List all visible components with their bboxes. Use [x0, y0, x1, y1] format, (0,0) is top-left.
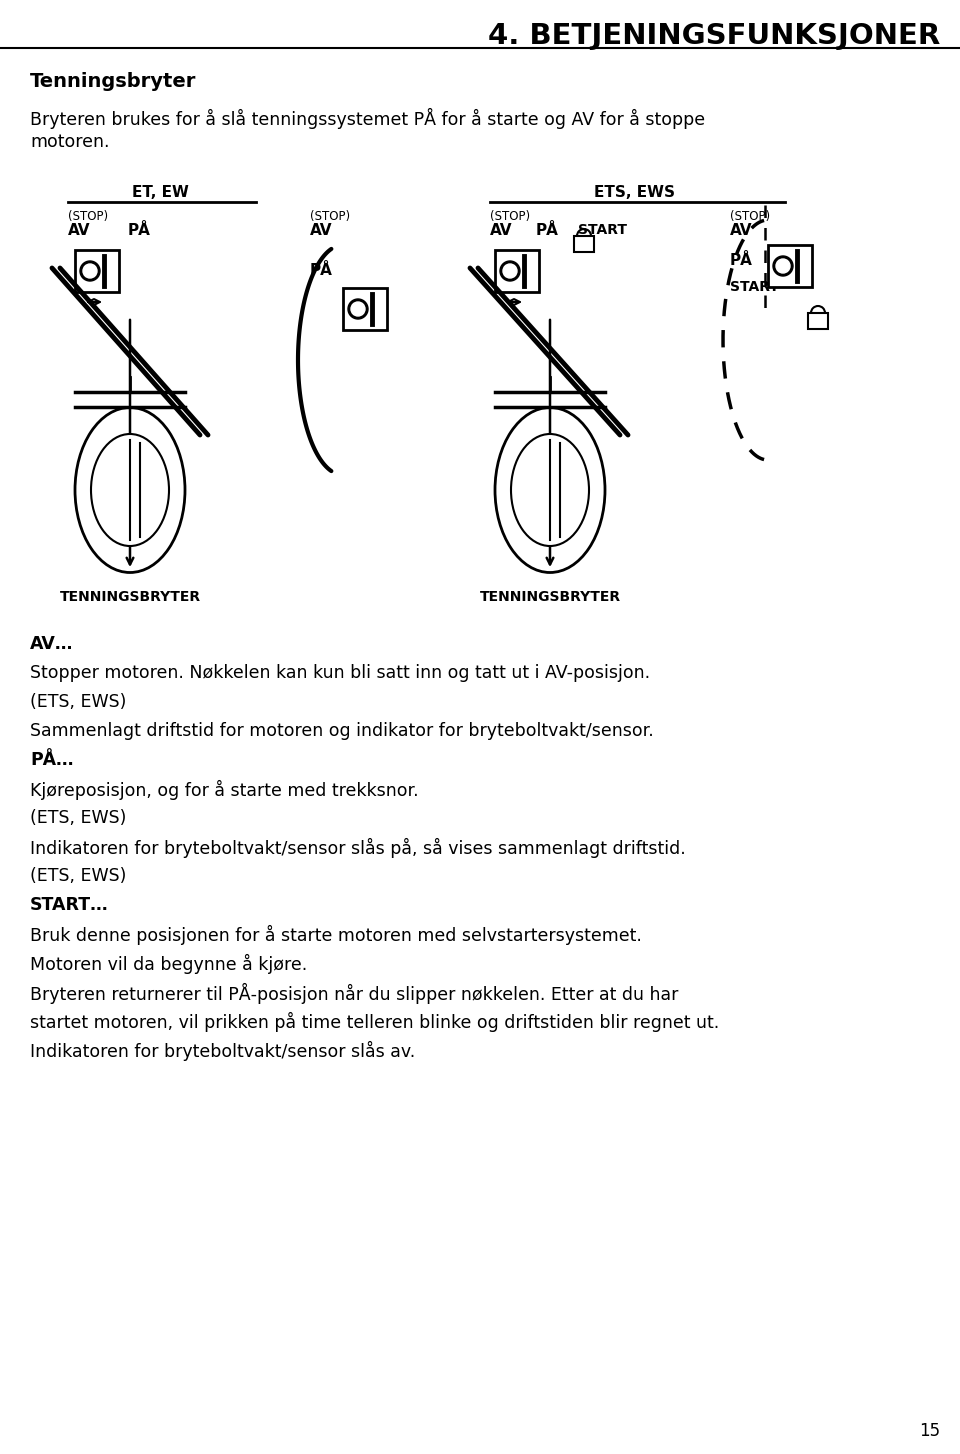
Text: PÅ: PÅ: [536, 222, 559, 238]
Text: motoren.: motoren.: [30, 132, 109, 151]
Text: Bryteren brukes for å slå tenningssystemet PÅ for å starte og AV for å stoppe: Bryteren brukes for å slå tenningssystem…: [30, 108, 706, 129]
Text: PÅ: PÅ: [730, 253, 753, 268]
Text: Tenningsbryter: Tenningsbryter: [30, 73, 197, 92]
Text: Stopper motoren. Nøkkelen kan kun bli satt inn og tatt ut i AV-posisjon.: Stopper motoren. Nøkkelen kan kun bli sa…: [30, 664, 650, 682]
Text: (STOP): (STOP): [310, 209, 350, 222]
Text: Motoren vil da begynne å kjøre.: Motoren vil da begynne å kjøre.: [30, 954, 307, 974]
Circle shape: [348, 300, 368, 318]
Bar: [495, 250, 539, 292]
Circle shape: [351, 302, 365, 316]
Circle shape: [776, 259, 790, 273]
Text: START: START: [730, 281, 779, 294]
Text: PÅ: PÅ: [128, 222, 151, 238]
Text: startet motoren, vil prikken på time telleren blinke og driftstiden blir regnet : startet motoren, vil prikken på time tel…: [30, 1012, 719, 1032]
Text: (STOP): (STOP): [730, 209, 770, 222]
Ellipse shape: [495, 407, 605, 573]
Text: 4. BETJENINGSFUNKSJONER: 4. BETJENINGSFUNKSJONER: [488, 22, 940, 49]
Text: AV: AV: [490, 222, 513, 238]
Text: ETS, EWS: ETS, EWS: [594, 185, 676, 201]
Text: (STOP): (STOP): [68, 209, 108, 222]
Text: AV…: AV…: [30, 635, 73, 653]
Ellipse shape: [91, 433, 169, 547]
Text: Bruk denne posisjonen for å starte motoren med selvstartersystemet.: Bruk denne posisjonen for å starte motor…: [30, 925, 642, 945]
Text: (ETS, EWS): (ETS, EWS): [30, 808, 127, 827]
Ellipse shape: [511, 433, 589, 547]
Text: Bryteren returnerer til PÅ-posisjon når du slipper nøkkelen. Etter at du har: Bryteren returnerer til PÅ-posisjon når …: [30, 983, 679, 1005]
Text: PÅ: PÅ: [310, 263, 333, 278]
Text: (ETS, EWS): (ETS, EWS): [30, 867, 127, 885]
Text: (STOP): (STOP): [490, 209, 530, 222]
Bar: [574, 236, 594, 252]
Circle shape: [773, 256, 793, 276]
Text: ET, EW: ET, EW: [132, 185, 188, 201]
Text: Indikatoren for bryteboltvakt/sensor slås på, så vises sammenlagt driftstid.: Indikatoren for bryteboltvakt/sensor slå…: [30, 838, 685, 858]
Text: TENNINGSBRYTER: TENNINGSBRYTER: [60, 590, 201, 603]
Circle shape: [503, 265, 517, 278]
Circle shape: [83, 265, 97, 278]
Text: START…: START…: [30, 896, 108, 915]
Text: TENNINGSBRYTER: TENNINGSBRYTER: [479, 590, 620, 603]
Text: Sammenlagt driftstid for motoren og indikator for bryteboltvakt/sensor.: Sammenlagt driftstid for motoren og indi…: [30, 723, 654, 740]
Text: START: START: [578, 222, 627, 237]
Ellipse shape: [75, 407, 185, 573]
Bar: [75, 250, 119, 292]
Text: 15: 15: [919, 1422, 940, 1439]
Text: (ETS, EWS): (ETS, EWS): [30, 694, 127, 711]
Text: AV: AV: [68, 222, 90, 238]
Bar: [768, 246, 812, 286]
Text: Indikatoren for bryteboltvakt/sensor slås av.: Indikatoren for bryteboltvakt/sensor slå…: [30, 1041, 416, 1061]
Text: Kjøreposisjon, og for å starte med trekksnor.: Kjøreposisjon, og for å starte med trekk…: [30, 779, 419, 800]
Bar: [808, 313, 828, 329]
Circle shape: [80, 262, 100, 281]
Text: AV: AV: [730, 222, 753, 238]
Text: PÅ…: PÅ…: [30, 752, 74, 769]
Bar: [343, 288, 387, 330]
Text: AV: AV: [310, 222, 332, 238]
Circle shape: [500, 262, 520, 281]
